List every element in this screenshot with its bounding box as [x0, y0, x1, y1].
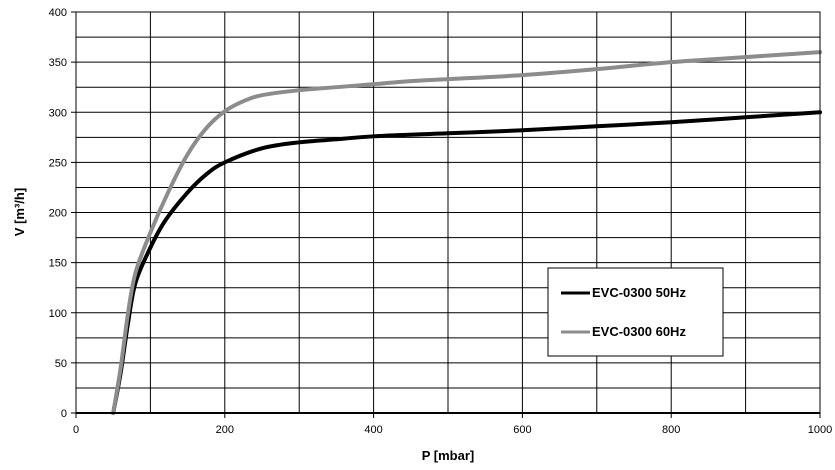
x-tick-label: 1000: [808, 424, 832, 436]
x-tick-label: 600: [513, 424, 531, 436]
legend: EVC-0300 50Hz EVC-0300 60Hz: [547, 267, 724, 357]
y-tick-label: 350: [49, 57, 67, 69]
y-tick-label: 200: [49, 208, 67, 220]
legend-box: [547, 267, 724, 357]
y-tick-label: 250: [49, 157, 67, 169]
y-tick-label: 50: [55, 358, 67, 370]
x-axis-ticks: 0 200 400 600 800 1000: [73, 413, 832, 436]
y-axis-label: V [m³/h]: [12, 188, 27, 236]
x-tick-label: 400: [364, 424, 382, 436]
series-lines: [111, 50, 822, 415]
x-tick-label: 800: [662, 424, 680, 436]
y-tick-label: 400: [49, 7, 67, 19]
series-line-50hz: [111, 110, 822, 415]
x-tick-label: 0: [73, 424, 79, 436]
y-tick-label: 300: [49, 107, 67, 119]
legend-label-50hz: EVC-0300 50Hz: [592, 285, 686, 300]
y-tick-label: 150: [49, 258, 67, 270]
legend-label-60hz: EVC-0300 60Hz: [592, 324, 686, 339]
series-line-60hz: [111, 50, 822, 415]
y-tick-label: 0: [61, 408, 67, 420]
y-axis-ticks: 0 50 100 150 200 250 300 350 400: [49, 7, 76, 420]
y-tick-label: 100: [49, 308, 67, 320]
x-tick-label: 200: [216, 424, 234, 436]
x-axis-label: P [mbar]: [422, 448, 475, 463]
